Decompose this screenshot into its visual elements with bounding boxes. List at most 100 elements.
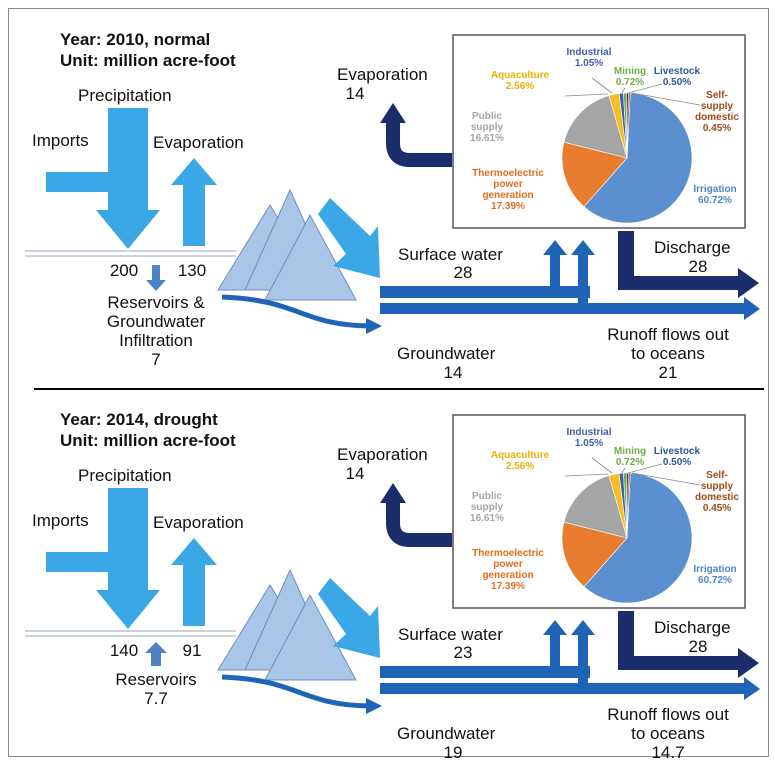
pie-leader-line xyxy=(621,87,626,94)
pie-slice-label-line: Self- xyxy=(706,470,728,481)
pie-slice-label-line: generation xyxy=(482,570,534,581)
groundwater-value: 19 xyxy=(443,743,463,762)
surface-water-value: 23 xyxy=(453,643,473,662)
evaporation-up-arrow xyxy=(171,158,217,246)
pie-slice-label: Self-supply domestic 0.45% xyxy=(677,90,757,134)
precipitation-label: Precipitation xyxy=(78,86,172,105)
surface-water-bar xyxy=(380,666,590,678)
pie-slice-label-line: 0.50% xyxy=(662,457,692,468)
pie-slice-label-line: Irrigation xyxy=(693,564,737,575)
pie-slice-label: Industrial 1.05% xyxy=(549,427,629,449)
surface-water-bar xyxy=(380,286,590,298)
pie-slice-label-line: power xyxy=(493,179,523,190)
groundwater-arrowhead xyxy=(366,698,382,714)
surface-water-value: 28 xyxy=(453,263,473,282)
discharge-arrow xyxy=(618,611,759,678)
pie-slice-label: Livestock 0.50% xyxy=(637,446,717,468)
pie-leader-line xyxy=(631,472,701,486)
surface-water-label: Surface water xyxy=(398,625,503,644)
pie-slice xyxy=(563,475,628,539)
pie-slice-label: Aquaculture 2.56% xyxy=(480,70,560,92)
pie-slice-label: Livestock 0.50% xyxy=(637,66,717,88)
pie-slice-label: Public supply 16.61% xyxy=(447,491,527,524)
pie-slice-label-line: Livestock xyxy=(653,446,701,457)
runoff-flow-bar xyxy=(380,303,745,314)
pie-slice-label-line: 16.61% xyxy=(470,133,504,144)
pie-slice-label-line: Public xyxy=(471,491,502,502)
pie-slice-label-line: 1.05% xyxy=(574,58,604,69)
pie-slice-label-line: 60.72% xyxy=(698,575,732,586)
discharge-arrow xyxy=(618,231,759,298)
discharge-value: 28 xyxy=(688,257,708,276)
pie-leader-line xyxy=(627,463,663,474)
withdrawal-up-arrow xyxy=(571,620,595,694)
groundwater-arrowhead xyxy=(366,318,382,334)
pie-leader-line xyxy=(591,457,613,474)
pie-slice-label-line: 17.39% xyxy=(491,581,525,592)
mountain-runoff-arrow xyxy=(318,578,380,658)
evaporation-top-label: Evaporation xyxy=(337,65,428,84)
discharge-label: Discharge xyxy=(654,238,731,257)
pie-slice-label-line: Mining xyxy=(613,66,647,77)
pie-slice-label: Self-supply domestic 0.45% xyxy=(677,470,757,514)
pie-slice-label-line: power xyxy=(493,559,523,570)
pie-slice-label-line: Aquaculture xyxy=(490,450,550,461)
pie-slice-label-line: 16.61% xyxy=(470,513,504,524)
pie-slice-label-line: supply xyxy=(470,502,504,513)
pie-slice-label-line: 17.39% xyxy=(491,201,525,212)
withdrawal-up-arrow xyxy=(543,240,567,297)
pie-slice-label-line: Self- xyxy=(706,90,728,101)
evaporation-top-arrow xyxy=(386,122,452,167)
precipitation-value: 140 xyxy=(109,641,139,660)
runoff-value: 21 xyxy=(658,363,678,382)
runoff-value: 14.7 xyxy=(651,743,685,762)
runoff-label-line: to oceans xyxy=(631,724,705,743)
pie-slice-label: Public supply 16.61% xyxy=(447,111,527,144)
pie-slice-label-line: 0.72% xyxy=(615,457,645,468)
pie-slice-label-line: 0.45% xyxy=(702,123,732,134)
pie-slice xyxy=(563,95,628,159)
pie-slice-label-line: Thermoelectric xyxy=(472,168,544,179)
mountain-icon xyxy=(264,593,357,681)
pie-slice-label-line: domestic xyxy=(695,112,739,123)
precipitation-label: Precipitation xyxy=(78,466,172,485)
runoff-flow-bar xyxy=(380,683,745,694)
reservoir-label-line: 7 xyxy=(151,350,161,369)
reservoir-arrow xyxy=(146,265,166,291)
groundwater-label: Groundwater xyxy=(397,724,496,743)
pie-slice-label-line: Public xyxy=(471,111,502,122)
discharge-label: Discharge xyxy=(654,618,731,637)
withdrawal-up-arrow xyxy=(571,240,595,314)
pie-slice-label: Industrial 1.05% xyxy=(549,47,629,69)
evaporation-top-label: Evaporation xyxy=(337,445,428,464)
withdrawal-up-arrow xyxy=(543,620,567,677)
reservoir-label-line: Groundwater xyxy=(106,312,206,331)
pie-slice-label-line: Thermoelectric xyxy=(472,548,544,559)
pie-slice-label-line: domestic xyxy=(695,492,739,503)
precipitation-value: 200 xyxy=(109,261,139,280)
evaporation-top-value: 14 xyxy=(345,464,365,483)
groundwater-label: Groundwater xyxy=(397,344,496,363)
precipitation-imports-arrow xyxy=(46,108,160,249)
pie-slice xyxy=(583,92,693,224)
evaporation-top-arrow xyxy=(386,502,452,547)
pie-slice-label: Thermoelectric power generation 17.39% xyxy=(468,168,548,212)
mountain-icon xyxy=(264,213,357,301)
pie-leader-line xyxy=(591,77,613,94)
pie-slice-label: Aquaculture 2.56% xyxy=(480,450,560,472)
pie-slice-label-line: 0.45% xyxy=(702,503,732,514)
pie-slice-label: Mining 0.72% xyxy=(590,446,670,468)
runoff-label-line: Runoff flows out xyxy=(607,705,729,724)
pie-slice-label: Thermoelectric power generation 17.39% xyxy=(468,548,548,592)
reservoir-label-line: Reservoirs & xyxy=(107,293,205,312)
discharge-value: 28 xyxy=(688,637,708,656)
groundwater-flow-curve xyxy=(221,674,371,709)
pie-leader-line xyxy=(631,92,701,106)
runoff-arrowhead xyxy=(744,677,760,700)
pie-slice-label-line: generation xyxy=(482,190,534,201)
evaporation-up-arrow xyxy=(171,538,217,626)
reservoir-label-line: Reservoirs xyxy=(115,670,197,689)
evaporation-top-value: 14 xyxy=(345,84,365,103)
pie-leader-line xyxy=(564,473,609,477)
